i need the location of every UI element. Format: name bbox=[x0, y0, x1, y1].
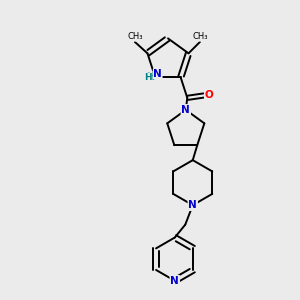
Text: O: O bbox=[205, 91, 214, 100]
Text: N: N bbox=[153, 69, 162, 79]
Text: N: N bbox=[182, 105, 190, 115]
Text: CH₃: CH₃ bbox=[127, 32, 142, 41]
Text: H: H bbox=[144, 73, 152, 82]
Text: H: H bbox=[146, 73, 154, 82]
Text: CH₃: CH₃ bbox=[193, 32, 208, 41]
Text: N: N bbox=[188, 200, 197, 210]
Text: H: H bbox=[146, 73, 154, 82]
Text: N: N bbox=[170, 276, 179, 286]
